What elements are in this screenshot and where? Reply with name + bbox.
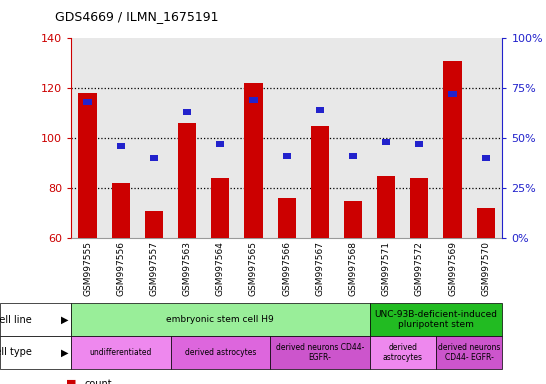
Text: embryonic stem cell H9: embryonic stem cell H9 <box>167 315 274 324</box>
Bar <box>178 123 196 238</box>
Bar <box>277 198 296 238</box>
Text: derived neurons
CD44- EGFR-: derived neurons CD44- EGFR- <box>438 343 500 362</box>
Bar <box>84 99 92 106</box>
Text: derived
astrocytes: derived astrocytes <box>383 343 423 362</box>
Text: ▶: ▶ <box>61 314 68 325</box>
Bar <box>145 210 163 238</box>
Bar <box>250 97 258 103</box>
Text: derived astrocytes: derived astrocytes <box>185 348 256 357</box>
Text: undifferentiated: undifferentiated <box>90 348 152 357</box>
Text: ■: ■ <box>66 379 76 384</box>
Bar <box>410 178 429 238</box>
Bar <box>282 153 291 159</box>
Bar <box>150 155 158 161</box>
Bar <box>311 126 329 238</box>
Bar <box>416 141 424 147</box>
Bar <box>79 93 97 238</box>
Bar <box>377 175 395 238</box>
Bar <box>316 107 324 113</box>
Bar <box>117 143 125 149</box>
Text: count: count <box>85 379 112 384</box>
Text: derived neurons CD44-
EGFR-: derived neurons CD44- EGFR- <box>276 343 364 362</box>
Bar <box>382 139 390 146</box>
Text: cell line: cell line <box>0 314 32 325</box>
Bar <box>477 208 495 238</box>
Bar <box>448 91 456 98</box>
Bar <box>111 183 130 238</box>
Bar <box>344 200 362 238</box>
Bar <box>216 141 224 147</box>
Text: ▶: ▶ <box>61 347 68 358</box>
Text: cell type: cell type <box>0 347 32 358</box>
Bar <box>211 178 229 238</box>
Bar <box>443 61 462 238</box>
Bar <box>183 109 191 116</box>
Bar <box>349 153 357 159</box>
Text: GDS4669 / ILMN_1675191: GDS4669 / ILMN_1675191 <box>55 10 218 23</box>
Text: UNC-93B-deficient-induced
pluripotent stem: UNC-93B-deficient-induced pluripotent st… <box>375 310 497 329</box>
Bar <box>482 155 490 161</box>
Bar <box>245 83 263 238</box>
